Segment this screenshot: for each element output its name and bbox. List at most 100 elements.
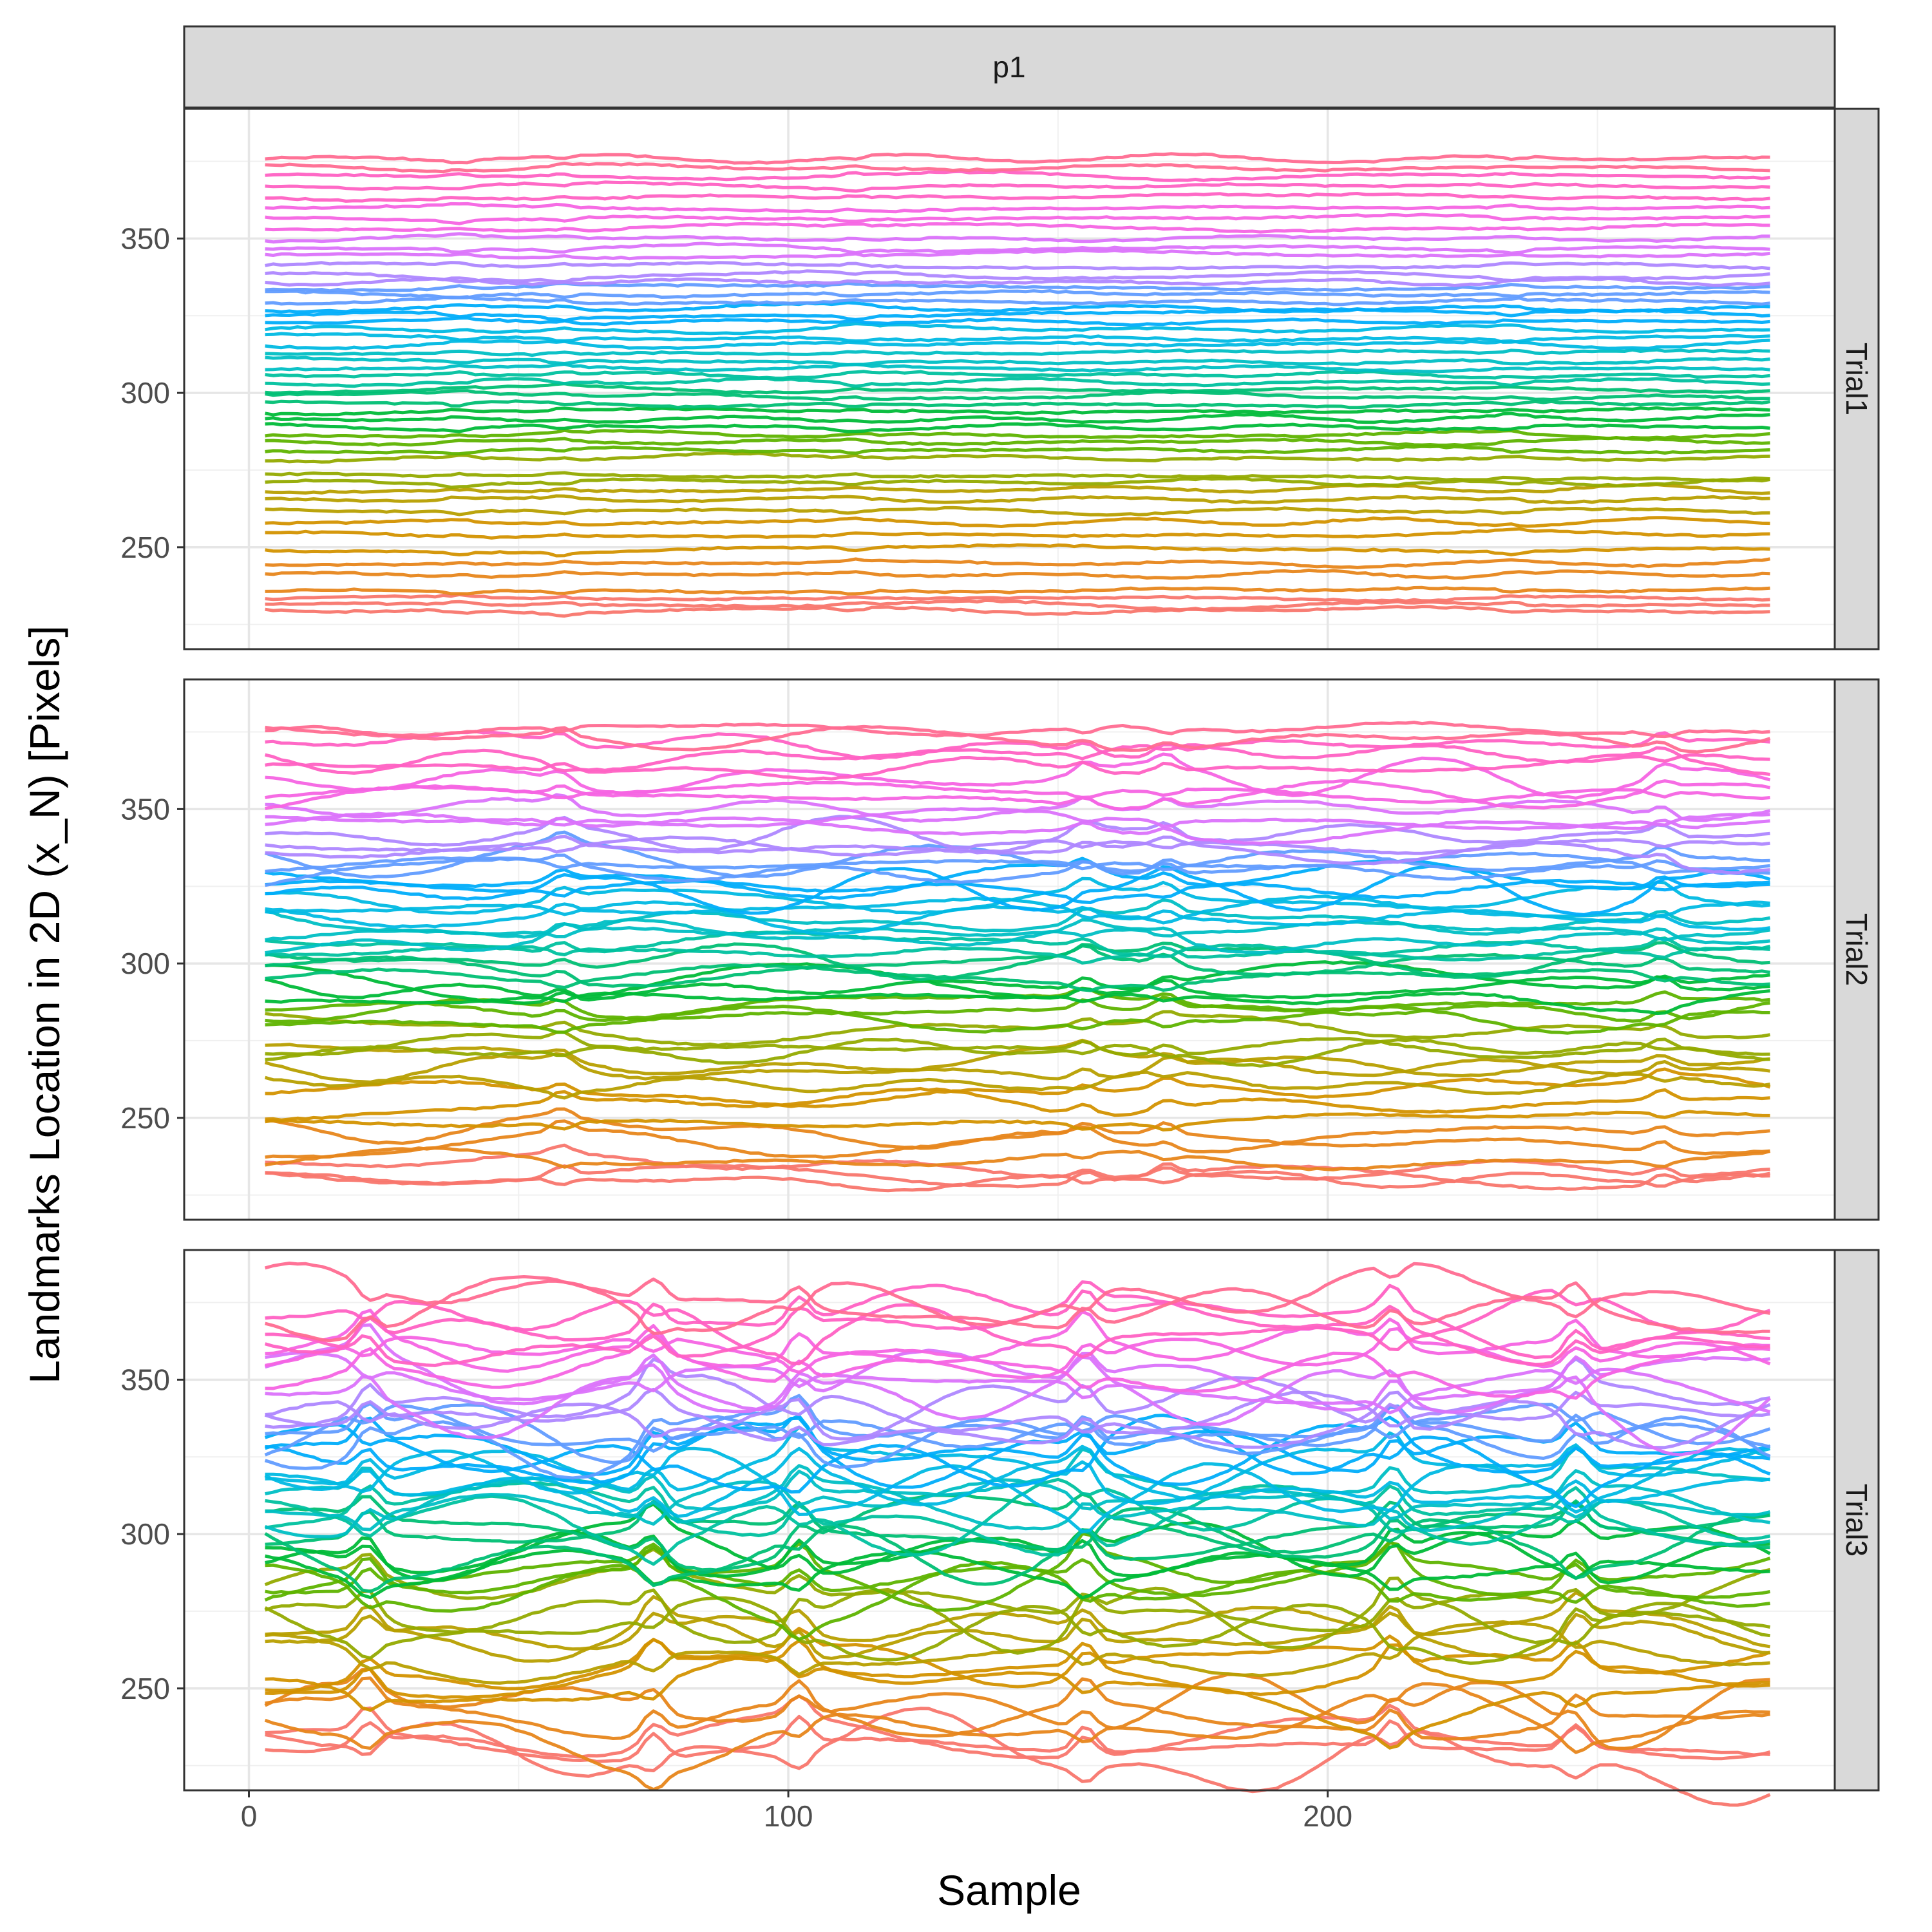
series-line	[265, 152, 1770, 165]
x-tick-label: 0	[241, 1799, 258, 1833]
series-line	[265, 605, 1770, 618]
series-line	[265, 382, 1770, 395]
series-line	[265, 261, 1770, 270]
series-line	[265, 1706, 1770, 1763]
series-line	[265, 370, 1770, 380]
series-line	[265, 436, 1770, 447]
series-line	[264, 1531, 1771, 1612]
series-line	[265, 506, 1770, 517]
series-line	[264, 1414, 1771, 1508]
series-line	[264, 1577, 1770, 1655]
series-line	[264, 1403, 1771, 1457]
series-line	[265, 752, 1771, 800]
series-line	[265, 1146, 1771, 1171]
series-line	[265, 815, 1770, 853]
y-tick-label: 350	[120, 1363, 170, 1396]
series-line	[265, 322, 1770, 336]
series-line	[265, 1676, 1770, 1741]
series-line	[264, 1052, 1770, 1084]
facet-strip-right	[1833, 678, 1880, 1221]
series-line	[265, 476, 1770, 489]
series-line	[265, 269, 1770, 283]
series-line	[265, 557, 1770, 569]
series-line	[265, 1591, 1770, 1651]
series-line	[265, 232, 1770, 244]
panel-trial3	[183, 1249, 1836, 1807]
series-line	[265, 1107, 1770, 1153]
series-group	[265, 152, 1770, 618]
panel-trial1	[183, 108, 1836, 650]
x-tick-label: 100	[764, 1799, 813, 1833]
series-line	[265, 1037, 1770, 1068]
y-tick-label: 300	[120, 947, 170, 980]
series-line	[265, 592, 1770, 603]
series-line	[265, 494, 1770, 505]
series-line	[265, 295, 1770, 307]
series-line	[265, 332, 1770, 344]
y-tick-label: 250	[120, 531, 170, 564]
series-line	[264, 1283, 1770, 1359]
facet-strip-right	[1833, 108, 1880, 650]
series-line	[265, 1548, 1770, 1600]
series-line	[265, 180, 1770, 193]
series-line	[265, 399, 1770, 410]
series-line	[265, 1477, 1771, 1566]
series-line	[265, 1119, 1770, 1159]
series-line	[265, 743, 1770, 775]
series-line	[265, 1005, 1770, 1035]
facet-strip-label: Trial1	[1840, 343, 1873, 415]
facet-strip-label: Trial2	[1840, 913, 1873, 986]
series-line	[265, 249, 1770, 261]
series-line	[265, 721, 1770, 739]
facet-strip-right	[1833, 1249, 1880, 1792]
series-line	[265, 355, 1770, 366]
y-axis-title: Landmarks Location in 2D (x_N) [Pixels]	[21, 625, 68, 1384]
series-line	[265, 898, 1770, 939]
series-line	[265, 422, 1770, 433]
series-line	[265, 363, 1770, 374]
x-axis-title: Sample	[937, 1866, 1081, 1914]
facet-strip-top-label: p1	[992, 50, 1025, 84]
series-line	[265, 202, 1770, 214]
y-axes: 250 300 350 250 300 350 250 300 350	[120, 222, 184, 1705]
y-tick-label: 300	[120, 1517, 170, 1551]
series-line	[265, 213, 1770, 225]
series-line	[265, 1541, 1770, 1599]
series-line	[265, 316, 1770, 327]
series-line	[265, 389, 1770, 402]
series-line	[265, 746, 1770, 781]
y-tick-label: 250	[120, 1672, 170, 1705]
series-line	[265, 1390, 1771, 1450]
series-line	[265, 169, 1770, 182]
series-line	[265, 1038, 1770, 1077]
series-line	[265, 1336, 1770, 1400]
series-group	[264, 721, 1771, 1193]
series-line	[265, 222, 1770, 234]
series-line	[265, 543, 1770, 558]
series-line	[265, 1655, 1770, 1750]
series-line	[265, 1086, 1770, 1122]
series-line	[265, 1030, 1770, 1059]
series-line	[265, 281, 1770, 293]
series-line	[265, 598, 1770, 612]
series-line	[265, 1694, 1771, 1761]
series-line	[264, 1070, 1770, 1100]
series-line	[265, 585, 1770, 596]
series-line	[264, 1506, 1770, 1593]
series-line	[265, 1067, 1771, 1108]
series-line	[265, 527, 1770, 540]
series-line	[265, 864, 1771, 916]
series-line	[265, 412, 1770, 424]
series-line	[264, 1682, 1770, 1792]
series-line	[265, 851, 1770, 875]
facet-strips-right: Trial1 Trial2 Trial3	[1833, 108, 1880, 1792]
series-line	[265, 1595, 1770, 1663]
series-line	[265, 835, 1770, 875]
panel-trial2	[183, 678, 1836, 1221]
facet-strip-label: Trial3	[1840, 1484, 1873, 1557]
x-tick-label: 200	[1303, 1799, 1352, 1833]
series-line	[265, 1627, 1770, 1692]
series-line	[265, 920, 1770, 942]
y-tick-label: 350	[120, 222, 170, 255]
